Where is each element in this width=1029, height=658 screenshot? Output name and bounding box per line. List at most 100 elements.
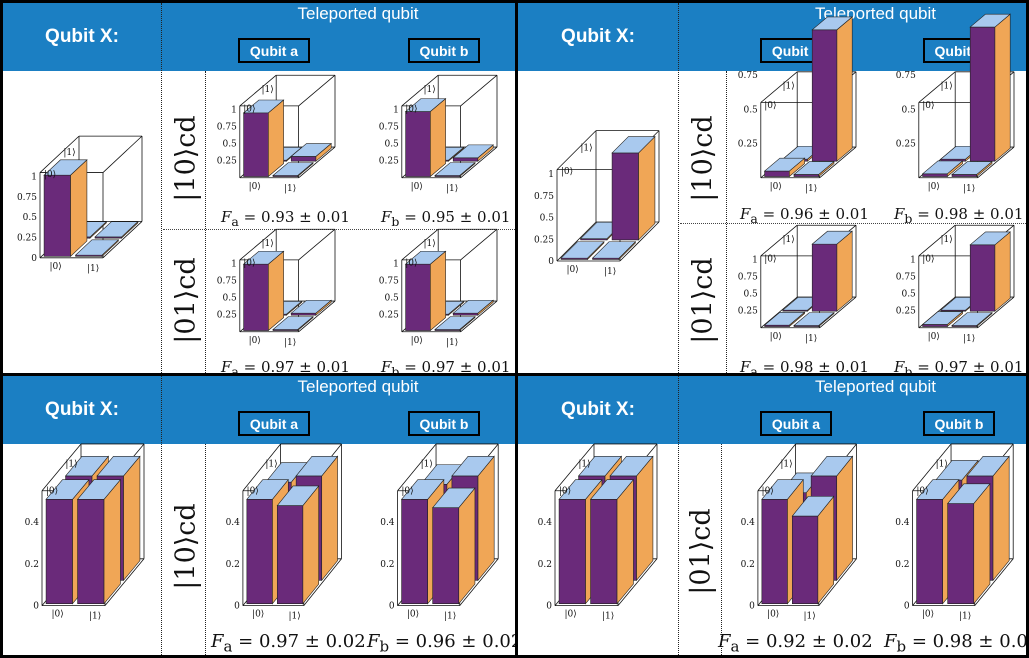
- bar-top-face: [793, 312, 835, 326]
- bar: [434, 315, 476, 332]
- bar: [43, 159, 88, 258]
- fidelity-value: = 0.96 ± 0.02: [389, 631, 518, 652]
- state-label-01: |01⟩cd: [687, 257, 719, 344]
- ket-label: |0⟩: [764, 254, 776, 264]
- axis-line: [818, 558, 857, 606]
- bar-side-face: [268, 250, 284, 332]
- teleported-qubit-label: Teleported qubit: [297, 377, 419, 396]
- teleported-qubit-label: Teleported qubit: [297, 4, 419, 23]
- ket-label: |1⟩: [805, 184, 817, 194]
- axis-line: [397, 443, 437, 492]
- tick-label: 0.2: [380, 560, 394, 570]
- fidelity-symbol: F: [211, 631, 224, 652]
- bar-side-face: [836, 455, 853, 582]
- bar-top-face: [609, 455, 654, 477]
- fidelity-label: Fb = 0.97 ± 0.01: [894, 358, 1023, 376]
- bar-front-face: [764, 170, 790, 177]
- tick-label: 0.5: [222, 140, 237, 150]
- ket-label: |0⟩: [770, 332, 782, 342]
- bar: [921, 310, 964, 328]
- bar: [452, 299, 495, 316]
- bar-top-face: [951, 312, 993, 326]
- bar-front-face: [276, 505, 304, 605]
- fidelity-subscript: b: [391, 214, 400, 229]
- ket-label: |1⟩: [782, 82, 794, 92]
- bar-top-face: [921, 160, 964, 175]
- fidelity-label: Fb = 0.95 ± 0.01: [381, 208, 510, 229]
- bar-top-face: [242, 250, 285, 265]
- divider: [205, 71, 206, 373]
- bar: [811, 16, 854, 162]
- bar-front-face: [452, 312, 479, 316]
- divider: [726, 71, 727, 373]
- axis-line: [303, 558, 342, 606]
- tick-label: 1: [393, 259, 399, 269]
- fidelity-label: Fa = 0.92 ± 0.02: [718, 631, 873, 655]
- bar-chart-10-a: 0 0.2 0.4 |0⟩ |1⟩ |0⟩ |1⟩: [226, 443, 342, 622]
- bar: [276, 485, 320, 605]
- ket-label: |1⟩: [940, 235, 952, 245]
- bar-top-face: [76, 479, 122, 500]
- fidelity-label: Fb = 0.98 ± 0.01: [884, 631, 1026, 655]
- bar-side-face: [477, 455, 495, 582]
- bar-chart-10-b: 0.25 0.5 0.75 |0⟩ |1⟩ |0⟩ |1⟩: [896, 13, 1015, 194]
- axis-line: [401, 74, 439, 107]
- bar-top-face: [434, 316, 476, 330]
- ket-label: |1⟩: [963, 334, 975, 344]
- ket-label: |1⟩: [65, 459, 77, 469]
- bar-chart-01-b: 0 0.2 0.4 |0⟩ |1⟩ |0⟩ |1⟩: [895, 443, 1014, 622]
- header-bar: Qubit X: Teleported qubit Qubit a Qubit …: [3, 3, 515, 71]
- tick-label: 0.75: [217, 276, 237, 286]
- bar-top-face: [400, 479, 445, 500]
- bar-chart-10-a: 0.25 0.5 0.75 1 |0⟩ |1⟩ |0⟩ |1⟩: [217, 74, 336, 194]
- ket-label: |0⟩: [247, 487, 259, 497]
- bar-top-face: [434, 162, 476, 176]
- bar-top-face: [951, 161, 993, 175]
- bar-front-face: [791, 515, 819, 605]
- ket-label: |1⟩: [421, 459, 433, 469]
- header-bar: Qubit X: Teleported qubit Qubit a Qubit …: [3, 376, 515, 444]
- bar-front-face: [290, 156, 317, 162]
- axis-line: [918, 224, 956, 257]
- fidelity-symbol: F: [381, 358, 392, 376]
- fidelity-symbol: F: [894, 358, 905, 376]
- bar: [94, 220, 139, 239]
- tick-label: 0.25: [379, 311, 399, 321]
- tick-label: 0.2: [226, 560, 240, 570]
- bar-front-face: [951, 174, 978, 177]
- tick-label: 0.25: [896, 140, 916, 150]
- axis-line: [401, 228, 439, 261]
- bar-side-face: [458, 487, 476, 605]
- divider: [205, 444, 206, 655]
- tick-label: 0.25: [217, 157, 237, 167]
- axis-line: [460, 146, 498, 179]
- fidelity-subscript: a: [750, 364, 758, 376]
- tick-label: 0.75: [217, 122, 237, 132]
- bar: [272, 315, 314, 332]
- tick-label: 0.75: [379, 122, 399, 132]
- qubit-a-label: Qubit a: [760, 411, 832, 436]
- bar: [242, 250, 285, 332]
- bar-top-face: [272, 316, 314, 330]
- fidelity-label: Fa = 0.93 ± 0.01: [221, 208, 350, 229]
- bar-side-face: [836, 230, 853, 312]
- ket-label: |0⟩: [405, 258, 417, 268]
- fidelity-label: Fa = 0.98 ± 0.01: [740, 358, 869, 376]
- qubit-x-label: Qubit X:: [45, 26, 119, 47]
- bar-side-face: [302, 485, 320, 605]
- fidelity-symbol: F: [381, 208, 392, 226]
- fidelity-value: = 0.98 ± 0.01: [912, 205, 1024, 223]
- bar: [793, 160, 835, 178]
- bar-top-face: [966, 455, 1010, 477]
- axis-line: [619, 221, 660, 262]
- bar-front-face: [405, 263, 431, 331]
- bar: [404, 250, 447, 332]
- tick-label: 1: [548, 170, 554, 180]
- axis-line: [102, 135, 143, 173]
- ket-label: |1⟩: [936, 459, 948, 469]
- bar-top-face: [94, 221, 139, 238]
- bar: [947, 483, 991, 605]
- bar: [434, 161, 476, 178]
- bar-top-face: [290, 299, 333, 314]
- bar-chart-01-a: 0.25 0.5 0.75 1 |0⟩ |1⟩ |0⟩ |1⟩: [217, 228, 336, 348]
